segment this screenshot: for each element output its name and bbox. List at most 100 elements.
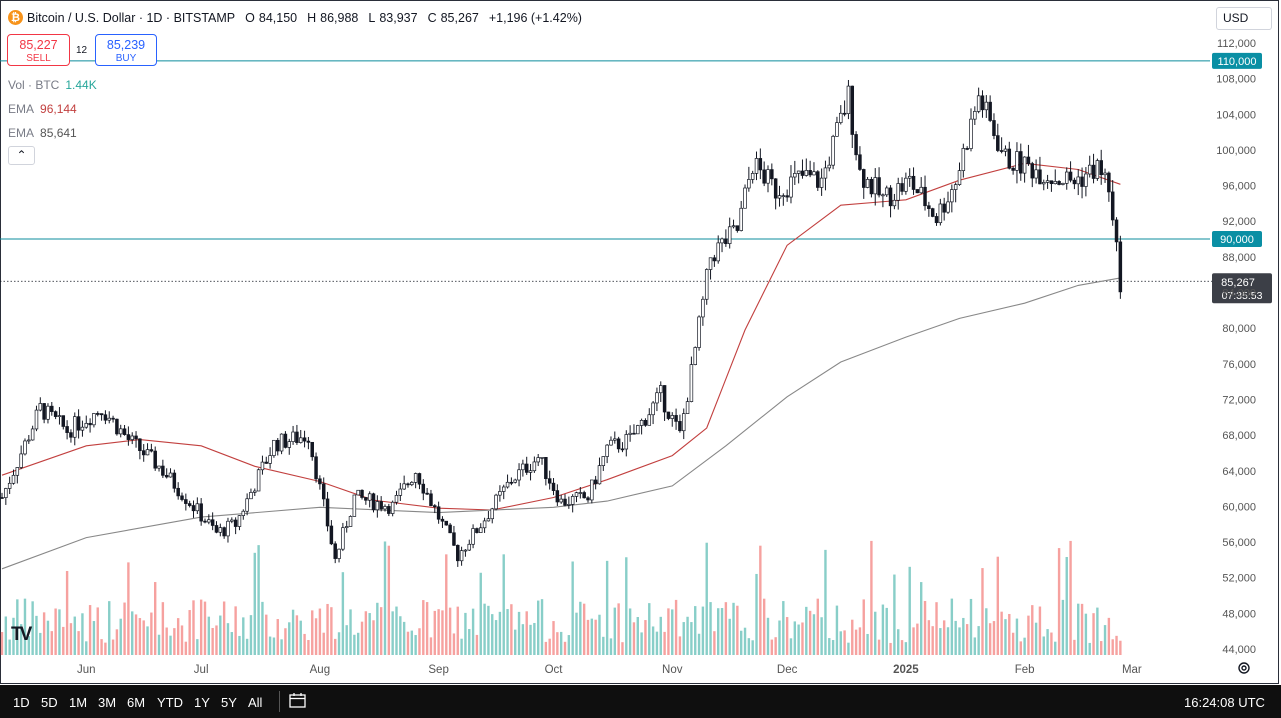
candle-body [735, 225, 740, 231]
volume-bar [334, 638, 337, 655]
volume-bar [1008, 613, 1011, 655]
candle [532, 456, 537, 473]
calendar-icon[interactable] [289, 693, 306, 708]
candle [53, 410, 58, 420]
candle [517, 463, 521, 487]
volume-bar [349, 609, 352, 655]
gear-icon[interactable] [1237, 661, 1251, 678]
candle-body [980, 95, 985, 111]
low-value: 83,937 [379, 10, 418, 25]
candle [34, 405, 39, 432]
timeframe-5y[interactable]: 5Y [221, 695, 237, 710]
volume-bar [762, 598, 766, 655]
volume-bar [73, 616, 76, 655]
candle-body [812, 171, 816, 176]
candle [953, 182, 958, 203]
candle-body [659, 385, 663, 394]
candle-body [1042, 182, 1046, 185]
candle [1038, 156, 1042, 185]
candle-body [590, 479, 594, 501]
candle [27, 435, 31, 444]
candle-body [69, 432, 73, 438]
collapse-legend-button[interactable]: ⌃ [8, 146, 35, 165]
volume-bar [851, 619, 854, 655]
timeframe-1y[interactable]: 1Y [194, 695, 210, 710]
sell-button[interactable]: 85,227 SELL [7, 34, 70, 66]
candle [574, 491, 579, 503]
y-tick-label: 80,000 [1222, 323, 1256, 335]
candle [413, 472, 418, 489]
indicator-ema-fast[interactable]: EMA 96,144 [8, 102, 77, 116]
candle-body [624, 434, 629, 450]
volume-bar [579, 601, 582, 655]
volume-bar [789, 638, 793, 655]
candle [973, 106, 977, 125]
candle-body [628, 432, 632, 435]
timeframe-5d[interactable]: 5D [41, 695, 58, 710]
candle [433, 504, 437, 514]
volume-bar [406, 631, 410, 655]
volume-bar [605, 560, 609, 655]
volume-bar [632, 622, 636, 655]
candle [237, 515, 242, 531]
timeframe-1d[interactable]: 1D [13, 695, 30, 710]
volume-bar [188, 610, 191, 655]
candle [773, 178, 778, 210]
last-price-tag: 85,267 [1221, 277, 1255, 289]
candle [168, 468, 173, 478]
candle-body [191, 505, 196, 512]
volume-bar [529, 624, 532, 655]
timeframe-6m[interactable]: 6M [127, 695, 146, 710]
candle [164, 468, 169, 479]
indicator-ema-slow[interactable]: EMA 85,641 [8, 126, 77, 140]
indicator-volume[interactable]: Vol · BTC 1.44K [8, 78, 97, 92]
candle-body [88, 422, 92, 426]
timeframe-1m[interactable]: 1M [69, 695, 88, 710]
volume-bar [1107, 617, 1111, 655]
candle [38, 397, 43, 412]
utc-clock[interactable]: 16:24:08 UTC [1184, 695, 1265, 710]
open-value: 84,150 [258, 10, 298, 25]
candle-body [804, 170, 809, 176]
candle-body [907, 175, 912, 179]
candle [950, 184, 954, 213]
candle [915, 189, 920, 194]
volume-bar [931, 626, 934, 655]
timeframe-ytd[interactable]: YTD [157, 695, 183, 710]
candle-body [498, 491, 502, 496]
volume-bar [475, 634, 479, 655]
volume-bar [154, 582, 157, 655]
volume-bar [399, 616, 402, 655]
currency-button[interactable]: USD [1216, 7, 1272, 30]
candle-body [701, 298, 705, 318]
volume-bar [115, 629, 119, 655]
volume-bar [962, 617, 965, 655]
candle [551, 478, 556, 496]
candle [161, 459, 165, 478]
volume-bar [487, 605, 490, 655]
volume-bar [261, 601, 264, 655]
volume-bar [54, 608, 57, 655]
volume-bar [16, 599, 19, 655]
candle [199, 498, 203, 526]
buy-button[interactable]: 85,239 BUY [95, 34, 157, 66]
candle [758, 148, 763, 180]
candle-body [678, 421, 682, 432]
timeframe-3m[interactable]: 3M [98, 695, 117, 710]
volume-bar [360, 621, 364, 655]
candle-body [777, 195, 782, 199]
volume-bar [337, 632, 341, 655]
y-tick-label: 92,000 [1222, 216, 1256, 228]
volume-bar [697, 633, 701, 655]
candle [138, 438, 142, 460]
candle-body [329, 525, 334, 545]
symbol-title[interactable]: Bitcoin / U.S. Dollar · 1D · BITSTAMP [27, 10, 236, 25]
candle [157, 465, 161, 472]
volume-bar [494, 620, 498, 655]
volume-bar [219, 615, 222, 655]
candle-body [256, 469, 261, 492]
timeframe-all[interactable]: All [248, 695, 263, 710]
candle-body [448, 524, 452, 534]
volume-bar [881, 604, 885, 655]
